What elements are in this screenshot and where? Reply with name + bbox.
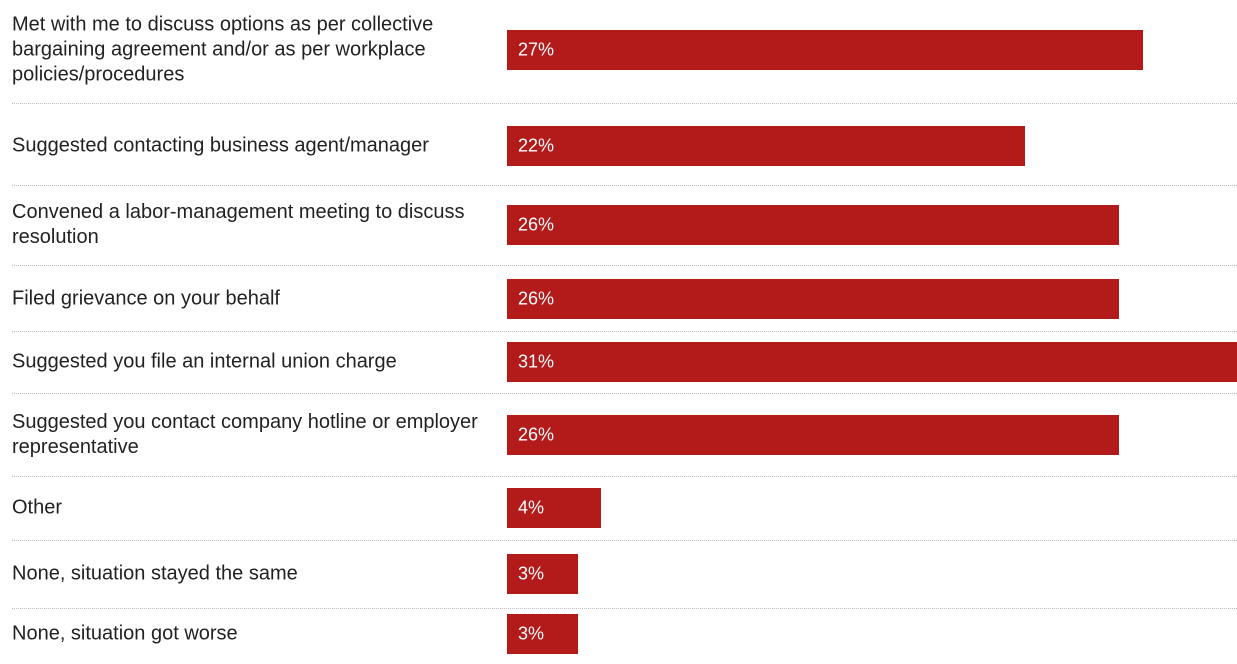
bar: 27% <box>507 30 1143 70</box>
bar: 26% <box>507 279 1119 319</box>
bar: 26% <box>507 205 1119 245</box>
row-divider <box>12 185 1237 186</box>
row-divider <box>12 265 1237 266</box>
value-label: 26% <box>518 424 555 445</box>
value-label: 3% <box>518 623 545 644</box>
value-label: 31% <box>518 351 555 372</box>
row-divider <box>12 540 1237 541</box>
category-label: Suggested you contact company hotline or… <box>12 411 478 458</box>
bar-row: Other 4% <box>0 478 1237 538</box>
bar: 3% <box>507 614 578 654</box>
category-label: Suggested contacting business agent/mana… <box>12 134 429 157</box>
row-divider <box>12 103 1237 104</box>
bar-row: None, situation got worse 3% <box>0 604 1237 664</box>
value-label: 22% <box>518 135 555 156</box>
row-divider <box>12 476 1237 477</box>
bar: 31% <box>507 342 1237 382</box>
bar-row: Suggested you file an internal union cha… <box>0 332 1237 392</box>
row-divider <box>12 393 1237 394</box>
category-label: Filed grievance on your behalf <box>12 287 280 310</box>
value-label: 26% <box>518 214 555 235</box>
category-label: Convened a labor-management meeting to d… <box>12 201 465 248</box>
value-label: 3% <box>518 563 545 584</box>
bar-row: Suggested contacting business agent/mana… <box>0 100 1237 192</box>
category-label: Suggested you file an internal union cha… <box>12 350 397 373</box>
bar-row: None, situation stayed the same 3% <box>0 544 1237 604</box>
category-label: None, situation stayed the same <box>12 562 298 585</box>
row-divider <box>12 331 1237 332</box>
bar: 26% <box>507 415 1119 455</box>
bar: 22% <box>507 126 1025 166</box>
value-label: 4% <box>518 497 545 518</box>
row-divider <box>12 608 1237 609</box>
bar-row: Met with me to discuss options as per co… <box>0 0 1237 100</box>
category-label: Other <box>12 496 63 519</box>
category-label: None, situation got worse <box>12 622 238 645</box>
category-label: Met with me to discuss options as per co… <box>12 13 434 86</box>
bar: 4% <box>507 488 601 528</box>
bar-row: Filed grievance on your behalf 26% <box>0 265 1237 333</box>
bar: 3% <box>507 554 578 594</box>
value-label: 26% <box>518 288 555 309</box>
value-label: 27% <box>518 39 555 60</box>
bar-row: Convened a labor-management meeting to d… <box>0 191 1237 259</box>
bar-row: Suggested you contact company hotline or… <box>0 397 1237 473</box>
